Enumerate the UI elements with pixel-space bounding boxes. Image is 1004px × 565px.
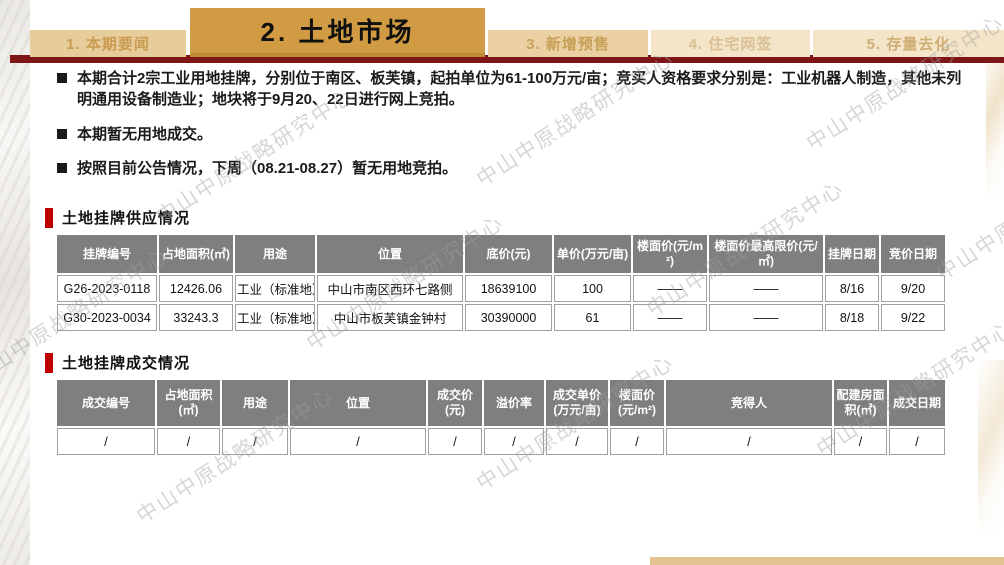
column-header: 位置 [290, 380, 426, 426]
marble-texture-left [0, 0, 30, 565]
bullet-item: 本期暂无用地成交。 [57, 124, 976, 145]
table-cell: 8/16 [825, 275, 879, 302]
table-cell: 中山市南区西环七路侧 [317, 275, 463, 302]
table-cell: / [428, 428, 482, 455]
column-header: 底价(元) [465, 235, 552, 273]
tab-new-presale[interactable]: 3. 新增预售 [488, 30, 648, 57]
bullet-square-icon [57, 162, 67, 173]
table-cell: / [666, 428, 832, 455]
table-cell: 18639100 [465, 275, 552, 302]
column-header: 竞价日期 [881, 235, 945, 273]
table-cell: —— [633, 275, 707, 302]
table-header-row: 挂牌编号 占地面积(㎡) 用途 位置 底价(元) 单价(万元/亩) 楼面价(元/… [57, 235, 945, 273]
table-header-row: 成交编号 占地面积(㎡) 用途 位置 成交价(元) 溢价率 成交单价(万元/亩)… [57, 380, 945, 426]
summary-bullets: 本期合计2宗工业用地挂牌，分别位于南区、板芙镇，起拍单位为61-100万元/亩；… [57, 68, 976, 192]
bullet-text: 按照目前公告情况，下周（08.21-08.27）暂无用地竞拍。 [77, 159, 458, 177]
bottom-accent-bar [650, 557, 1004, 565]
bullet-item: 按照目前公告情况，下周（08.21-08.27）暂无用地竞拍。 [57, 158, 976, 179]
table-row: G26-2023-0118 12426.06 工业（标准地） 中山市南区西环七路… [57, 275, 945, 302]
table-cell: G30-2023-0034 [57, 304, 157, 331]
red-marker-icon [45, 207, 53, 228]
tab-inventory-digestion[interactable]: 5. 存量去化 [813, 30, 1004, 57]
red-marker-icon [45, 352, 53, 373]
bullet-text: 本期暂无用地成交。 [77, 125, 213, 143]
decorative-streak-bottom-right [978, 360, 1004, 530]
bullet-square-icon [57, 73, 67, 83]
table-cell: —— [709, 275, 823, 302]
table-cell: / [57, 428, 155, 455]
table-cell: / [889, 428, 945, 455]
column-header: 挂牌编号 [57, 235, 157, 273]
section-title-text: 土地挂牌成交情况 [62, 355, 191, 372]
column-header: 占地面积(㎡) [159, 235, 233, 273]
column-header: 单价(万元/亩) [554, 235, 631, 273]
tab-residential-signing[interactable]: 4. 住宅网签 [651, 30, 810, 57]
column-header: 楼面价(元/m²) [610, 380, 664, 426]
table-cell: / [610, 428, 664, 455]
table-cell: 30390000 [465, 304, 552, 331]
table-cell: —— [633, 304, 707, 331]
maroon-divider-bar [10, 55, 1004, 63]
supply-table: 挂牌编号 占地面积(㎡) 用途 位置 底价(元) 单价(万元/亩) 楼面价(元/… [55, 233, 947, 333]
table-cell: 61 [554, 304, 631, 331]
table-cell: 工业（标准地） [235, 275, 315, 302]
table-row: / / / / / / / / / / / [57, 428, 945, 455]
tab-highlights[interactable]: 1. 本期要闻 [30, 30, 186, 57]
table-cell: / [157, 428, 220, 455]
section-title: 土地挂牌成交情况 [45, 352, 947, 373]
column-header: 成交价(元) [428, 380, 482, 426]
column-header: 位置 [317, 235, 463, 273]
table-cell: 12426.06 [159, 275, 233, 302]
column-header: 竞得人 [666, 380, 832, 426]
table-cell: 9/22 [881, 304, 945, 331]
table-cell: / [834, 428, 887, 455]
column-header: 楼面价最高限价(元/㎡) [709, 235, 823, 273]
table-cell: 工业（标准地） [235, 304, 315, 331]
table-row: G30-2023-0034 33243.3 工业（标准地） 中山市板芙镇金钟村 … [57, 304, 945, 331]
table-cell: / [290, 428, 426, 455]
column-header: 楼面价(元/m²) [633, 235, 707, 273]
table-cell: / [546, 428, 608, 455]
column-header: 成交编号 [57, 380, 155, 426]
column-header: 溢价率 [484, 380, 544, 426]
table-cell: 8/18 [825, 304, 879, 331]
table-cell: 中山市板芙镇金钟村 [317, 304, 463, 331]
table-cell: G26-2023-0118 [57, 275, 157, 302]
table-cell: 9/20 [881, 275, 945, 302]
decorative-streak-top-right [986, 48, 1004, 198]
section-title-text: 土地挂牌供应情况 [62, 210, 191, 227]
deal-table: 成交编号 占地面积(㎡) 用途 位置 成交价(元) 溢价率 成交单价(万元/亩)… [55, 378, 947, 457]
table-cell: 33243.3 [159, 304, 233, 331]
column-header: 占地面积(㎡) [157, 380, 220, 426]
column-header: 成交日期 [889, 380, 945, 426]
table-cell: / [222, 428, 288, 455]
tab-land-market-active[interactable]: 2. 土地市场 [190, 8, 485, 57]
bullet-square-icon [57, 128, 67, 139]
column-header: 用途 [222, 380, 288, 426]
bullet-text: 本期合计2宗工业用地挂牌，分别位于南区、板芙镇，起拍单位为61-100万元/亩；… [77, 70, 962, 109]
bullet-item: 本期合计2宗工业用地挂牌，分别位于南区、板芙镇，起拍单位为61-100万元/亩；… [57, 68, 976, 111]
table-cell: / [484, 428, 544, 455]
column-header: 配建房面积(㎡) [834, 380, 887, 426]
column-header: 用途 [235, 235, 315, 273]
column-header: 挂牌日期 [825, 235, 879, 273]
column-header: 成交单价(万元/亩) [546, 380, 608, 426]
supply-section: 土地挂牌供应情况 挂牌编号 占地面积(㎡) 用途 位置 底价(元) 单价(万元/… [45, 207, 947, 333]
deal-section: 土地挂牌成交情况 成交编号 占地面积(㎡) 用途 位置 成交价(元) 溢价率 成… [45, 352, 947, 457]
table-cell: 100 [554, 275, 631, 302]
section-title: 土地挂牌供应情况 [45, 207, 947, 228]
table-cell: —— [709, 304, 823, 331]
